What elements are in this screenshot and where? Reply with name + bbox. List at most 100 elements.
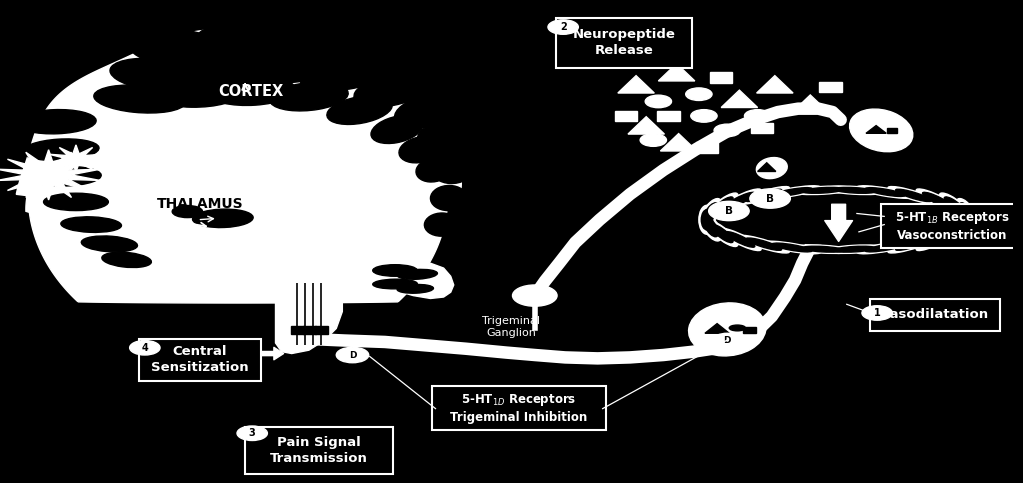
Ellipse shape xyxy=(857,241,914,254)
Ellipse shape xyxy=(700,213,721,241)
Circle shape xyxy=(862,306,892,320)
Text: 3: 3 xyxy=(249,428,256,438)
Ellipse shape xyxy=(917,189,959,211)
Circle shape xyxy=(685,88,712,100)
Circle shape xyxy=(237,426,267,440)
Ellipse shape xyxy=(739,235,790,253)
Ellipse shape xyxy=(719,189,761,211)
Text: 2: 2 xyxy=(560,22,567,32)
Circle shape xyxy=(640,134,666,146)
Ellipse shape xyxy=(233,52,330,83)
Ellipse shape xyxy=(703,203,718,223)
Polygon shape xyxy=(628,117,664,134)
FancyBboxPatch shape xyxy=(881,204,1023,248)
Ellipse shape xyxy=(372,279,417,289)
Ellipse shape xyxy=(944,197,967,215)
Ellipse shape xyxy=(896,189,931,201)
Ellipse shape xyxy=(955,213,977,241)
Ellipse shape xyxy=(703,217,718,237)
Ellipse shape xyxy=(802,246,844,252)
Ellipse shape xyxy=(944,225,967,242)
Text: Pain Signal
Transmission: Pain Signal Transmission xyxy=(270,436,368,465)
Ellipse shape xyxy=(428,127,474,156)
Ellipse shape xyxy=(94,85,186,113)
Circle shape xyxy=(714,124,741,137)
FancyBboxPatch shape xyxy=(246,427,393,474)
Ellipse shape xyxy=(793,186,853,195)
Ellipse shape xyxy=(857,186,914,199)
Ellipse shape xyxy=(354,75,426,107)
Ellipse shape xyxy=(955,199,977,227)
Ellipse shape xyxy=(102,252,151,268)
Ellipse shape xyxy=(849,109,913,152)
Polygon shape xyxy=(721,90,758,108)
FancyBboxPatch shape xyxy=(870,299,999,331)
Polygon shape xyxy=(661,134,697,151)
Polygon shape xyxy=(866,126,886,133)
Ellipse shape xyxy=(115,179,286,236)
Ellipse shape xyxy=(431,185,466,211)
Polygon shape xyxy=(659,64,695,81)
Ellipse shape xyxy=(706,193,738,219)
Ellipse shape xyxy=(31,167,101,186)
FancyBboxPatch shape xyxy=(819,82,842,92)
Polygon shape xyxy=(49,145,103,172)
Ellipse shape xyxy=(772,187,812,197)
Circle shape xyxy=(745,110,770,122)
Polygon shape xyxy=(705,324,729,333)
Ellipse shape xyxy=(802,187,844,193)
Text: 1: 1 xyxy=(874,308,881,318)
Circle shape xyxy=(750,189,791,208)
Ellipse shape xyxy=(729,325,746,331)
FancyBboxPatch shape xyxy=(139,339,261,381)
Ellipse shape xyxy=(60,217,122,232)
Ellipse shape xyxy=(923,192,952,208)
Ellipse shape xyxy=(888,235,939,253)
Ellipse shape xyxy=(939,193,971,219)
Ellipse shape xyxy=(170,53,266,84)
Ellipse shape xyxy=(739,186,790,204)
Ellipse shape xyxy=(917,228,959,251)
Ellipse shape xyxy=(192,209,253,227)
Ellipse shape xyxy=(172,206,203,218)
Ellipse shape xyxy=(410,96,464,128)
Ellipse shape xyxy=(939,221,971,246)
FancyBboxPatch shape xyxy=(615,111,637,121)
Circle shape xyxy=(130,341,160,355)
Circle shape xyxy=(646,95,671,108)
Ellipse shape xyxy=(428,149,464,174)
Ellipse shape xyxy=(268,30,363,66)
Text: B: B xyxy=(766,194,774,203)
Ellipse shape xyxy=(763,186,820,199)
Ellipse shape xyxy=(888,186,939,204)
Ellipse shape xyxy=(425,213,459,236)
Ellipse shape xyxy=(725,232,755,247)
Ellipse shape xyxy=(23,139,99,160)
Ellipse shape xyxy=(746,238,782,250)
Text: Trigeminal
Ganglion: Trigeminal Ganglion xyxy=(483,316,540,338)
Ellipse shape xyxy=(15,110,96,134)
Ellipse shape xyxy=(195,21,301,58)
Ellipse shape xyxy=(371,115,424,143)
Ellipse shape xyxy=(706,221,738,246)
Ellipse shape xyxy=(923,232,952,247)
Ellipse shape xyxy=(793,245,853,254)
Polygon shape xyxy=(0,150,100,200)
Ellipse shape xyxy=(399,137,442,163)
Ellipse shape xyxy=(270,82,348,111)
Ellipse shape xyxy=(896,238,931,250)
Polygon shape xyxy=(618,76,655,93)
Polygon shape xyxy=(757,76,793,93)
FancyBboxPatch shape xyxy=(658,111,679,121)
Ellipse shape xyxy=(719,228,761,251)
Ellipse shape xyxy=(699,205,715,234)
FancyBboxPatch shape xyxy=(315,326,328,334)
Text: THALAMUS: THALAMUS xyxy=(158,197,243,211)
Polygon shape xyxy=(16,29,461,303)
Ellipse shape xyxy=(725,192,755,208)
Ellipse shape xyxy=(959,203,974,223)
FancyBboxPatch shape xyxy=(710,72,732,83)
Text: 4: 4 xyxy=(141,343,148,353)
Ellipse shape xyxy=(702,210,713,230)
Ellipse shape xyxy=(688,303,766,356)
